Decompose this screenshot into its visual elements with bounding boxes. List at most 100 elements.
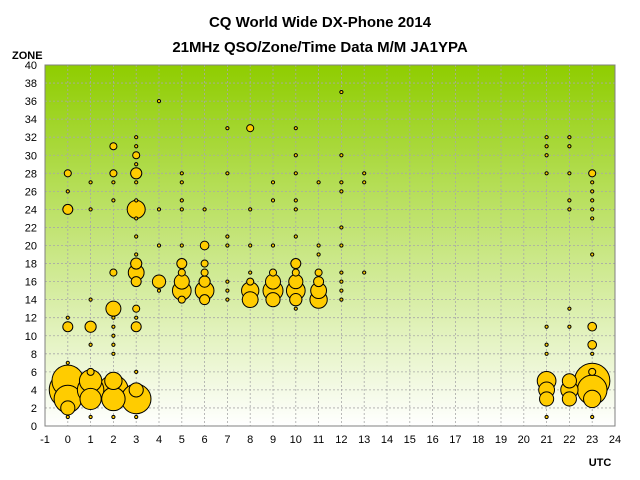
x-tick-label: 10	[290, 434, 302, 446]
y-tick-label: 40	[25, 60, 37, 72]
y-tick-label: 26	[25, 186, 37, 198]
y-axis-title: ZONE	[12, 50, 43, 62]
bubble-point	[130, 321, 142, 333]
bubble-point	[225, 288, 230, 293]
bubble-point	[293, 126, 298, 131]
bubble-point	[88, 414, 93, 420]
bubble-point	[126, 199, 146, 219]
bubble-point	[84, 320, 97, 333]
bubble-point	[179, 243, 184, 248]
bubble-point	[544, 153, 549, 158]
bubble-point	[156, 207, 162, 212]
bubble-point	[339, 270, 344, 275]
bubble-point	[156, 288, 162, 293]
bubble-point	[290, 258, 302, 270]
chart-title: CQ World Wide DX-Phone 2014	[209, 14, 432, 31]
bubble-point	[65, 360, 70, 365]
bubble-point	[62, 321, 74, 333]
bubble-point	[134, 369, 139, 374]
bubble-point	[130, 257, 143, 270]
bubble-point	[339, 189, 344, 194]
bubble-point	[225, 126, 230, 131]
bubble-point	[590, 198, 595, 203]
y-tick-label: 2	[31, 403, 37, 415]
bubble-point	[339, 288, 344, 293]
bubble-point	[539, 391, 555, 407]
y-tick-label: 0	[31, 421, 37, 433]
bubble-point	[590, 207, 595, 212]
bubble-point	[111, 324, 116, 329]
bubble-point	[105, 300, 122, 317]
x-tick-label: 11	[313, 434, 324, 446]
x-tick-label: 14	[381, 434, 393, 446]
x-tick-label: 6	[202, 434, 208, 446]
bubble-point	[248, 207, 253, 212]
bubble-point	[339, 297, 344, 302]
x-tick-labels: -1 0 1 2 3 4 5 6 7 8 9 10 11 12 13 14 15 16 17 18 19 20 21 22 23…	[40, 434, 621, 446]
bubble-point	[544, 342, 549, 347]
x-tick-label: 16	[426, 434, 438, 446]
bubble-point	[199, 294, 211, 306]
bubble-point	[225, 234, 230, 239]
bubble-point	[270, 198, 276, 203]
x-tick-label: 24	[609, 434, 621, 446]
x-tick-label: 12	[335, 434, 347, 446]
x-tick-label: 5	[179, 434, 185, 446]
bubble-point	[134, 252, 139, 257]
bubble-point	[339, 153, 344, 158]
bubble-point	[111, 180, 116, 185]
bubble-point	[130, 276, 142, 288]
bubble-point	[128, 382, 144, 398]
bubble-point	[293, 207, 298, 212]
bubble-point	[567, 306, 572, 311]
chart-subtitle: 21MHz QSO/Zone/Time Data M/M JA1YPA	[172, 39, 468, 56]
bubble-point	[561, 373, 577, 389]
bubbles	[48, 89, 611, 420]
bubble-point	[198, 275, 211, 288]
bubble-point	[109, 268, 118, 277]
bubble-point	[176, 258, 188, 270]
bubble-point	[293, 171, 298, 176]
bubble-point	[544, 144, 549, 149]
bubble-point	[588, 367, 597, 376]
bubble-point	[268, 268, 278, 277]
bubble-point	[101, 386, 126, 412]
bubble-point	[111, 333, 116, 338]
bubble-point	[590, 252, 595, 257]
bubble-point	[588, 169, 597, 178]
bubble-point	[134, 315, 139, 320]
bubble-point	[156, 243, 162, 248]
y-tick-label: 14	[25, 295, 37, 307]
bubble-point	[225, 279, 230, 284]
x-axis-title: UTC	[589, 457, 612, 469]
bubble-point	[313, 276, 325, 288]
y-tick-label: 22	[25, 222, 37, 234]
bubble-point	[65, 315, 70, 320]
bubble-point	[200, 268, 209, 277]
bubble-point	[88, 342, 93, 347]
bubble-point	[60, 400, 76, 416]
bubble-point	[587, 339, 598, 350]
y-tick-label: 38	[25, 78, 37, 90]
bubble-point	[289, 293, 303, 307]
bubble-point	[590, 351, 595, 356]
x-tick-label: 0	[65, 434, 71, 446]
bubble-point	[62, 203, 74, 215]
bubble-point	[199, 240, 210, 251]
y-tick-label: 36	[25, 96, 37, 108]
x-tick-label: 3	[133, 434, 139, 446]
bubble-point	[316, 243, 321, 248]
gridlines	[45, 65, 615, 426]
bubble-point	[134, 180, 139, 185]
bubble-point	[270, 243, 276, 248]
bubble-point	[587, 321, 598, 332]
bubble-point	[177, 268, 186, 277]
bubble-point	[270, 180, 276, 185]
bubble-point	[567, 144, 572, 149]
bubble-point	[293, 234, 298, 239]
bubble-point	[179, 198, 184, 203]
bubble-point	[248, 270, 253, 275]
bubble-point	[132, 304, 141, 313]
x-tick-label: 9	[270, 434, 276, 446]
bubble-point	[225, 171, 230, 176]
